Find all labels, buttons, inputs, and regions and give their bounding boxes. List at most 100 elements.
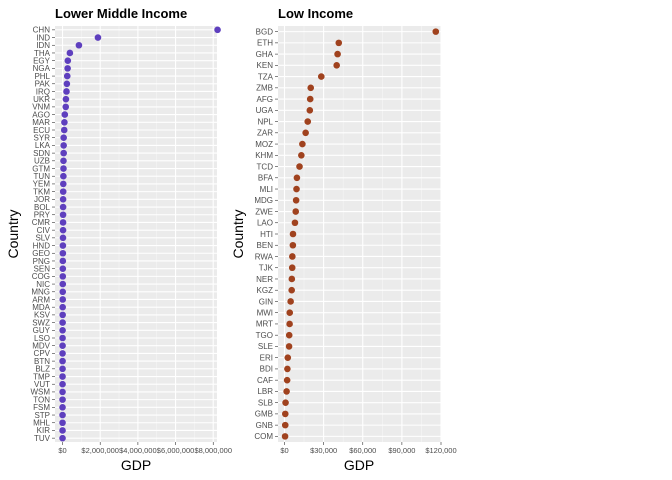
data-point-sen (59, 265, 67, 272)
data-point-tha (66, 49, 74, 57)
y-tick-label-bgd: BGD (256, 27, 274, 36)
data-point-tkm (59, 188, 67, 195)
data-point-nga (64, 65, 71, 72)
data-point-slv (59, 234, 67, 242)
y-tick-label-tjk: TJK (259, 264, 274, 273)
data-point-mdv (59, 342, 66, 350)
data-point-caf (283, 376, 291, 384)
data-point-gnb (281, 421, 289, 429)
data-point-bgd (432, 28, 440, 35)
y-tick-label-ecu: ECU (33, 126, 50, 135)
data-point-lso (59, 334, 66, 342)
data-point-syr (60, 134, 67, 142)
y-tick-label-ukr: UKR (33, 95, 50, 104)
data-point-wsm (59, 388, 66, 396)
y-tick-label-lka: LKA (35, 141, 51, 150)
data-point-blz (59, 365, 66, 373)
chart-title: Lower Middle Income (55, 6, 187, 21)
data-point-bfa (293, 174, 301, 182)
y-tick-label-wsm: WSM (30, 388, 50, 397)
y-tick-label-caf: CAF (257, 376, 273, 385)
data-point-bdi (284, 365, 291, 373)
y-tick-label-lao: LAO (257, 219, 273, 228)
x-tick-label: $90,000 (388, 446, 415, 455)
y-tick-label-blz: BLZ (35, 365, 50, 374)
y-tick-label-tuv: TUV (34, 434, 51, 443)
y-tick-label-ton: TON (33, 395, 50, 404)
y-tick-label-hti: HTI (260, 230, 273, 239)
y-tick-label-lbr: LBR (257, 387, 273, 396)
data-point-hti (289, 230, 297, 238)
y-tick-label-npl: NPL (257, 117, 273, 126)
data-point-vnm (62, 103, 70, 111)
y-tick-label-tmp: TMP (33, 372, 50, 381)
y-tick-label-eri: ERI (260, 353, 273, 362)
data-point-com (281, 433, 289, 440)
data-point-geo (59, 249, 67, 257)
y-tick-label-ind: IND (36, 33, 50, 42)
data-point-ton (59, 396, 66, 403)
x-tick-label: $30,000 (310, 446, 337, 455)
y-tick-label-ben: BEN (257, 241, 274, 250)
data-point-ner (288, 275, 296, 283)
y-tick-label-nic: NIC (36, 280, 50, 289)
data-point-gmb (281, 410, 289, 418)
y-tick-label-phl: PHL (34, 72, 50, 81)
x-tick-label: $60,000 (349, 446, 376, 455)
y-tick-label-ksv: KSV (34, 311, 51, 320)
data-point-bol (59, 203, 67, 211)
y-tick-label-geo: GEO (32, 249, 50, 258)
data-point-khm (298, 151, 305, 159)
y-tick-label-arm: ARM (32, 295, 50, 304)
y-tick-label-yem: YEM (33, 180, 51, 189)
y-tick-label-ago: AGO (32, 110, 50, 119)
y-tick-label-zar: ZAR (257, 129, 273, 138)
y-tick-label-uga: UGA (256, 106, 274, 115)
y-tick-label-fsm: FSM (33, 403, 50, 412)
data-point-mng (59, 288, 67, 296)
y-tick-label-mrt: MRT (256, 320, 273, 329)
data-point-ecu (60, 126, 68, 134)
y-tick-label-idn: IDN (36, 41, 50, 50)
y-tick-label-syr: SYR (34, 134, 51, 143)
y-tick-label-sdn: SDN (33, 149, 50, 158)
y-tick-label-kgz: KGZ (257, 286, 274, 295)
data-point-sle (285, 343, 293, 350)
x-tick-label: $0 (280, 446, 288, 455)
y-tick-label-btn: BTN (34, 357, 50, 366)
data-point-kir (59, 427, 66, 434)
data-point-tcd (296, 163, 303, 170)
data-point-stp (59, 411, 66, 419)
y-tick-label-hnd: HND (33, 241, 51, 250)
y-tick-label-pry: PRY (34, 211, 51, 220)
y-tick-label-bdi: BDI (260, 365, 273, 374)
y-tick-label-cpv: CPV (34, 349, 51, 358)
data-point-cmr (59, 219, 67, 226)
y-tick-label-tun: TUN (34, 172, 51, 181)
y-tick-label-tcd: TCD (257, 162, 274, 171)
y-tick-label-guy: GUY (33, 326, 51, 335)
data-point-uga (306, 107, 314, 114)
data-point-phl (63, 72, 71, 80)
y-tick-label-gtm: GTM (32, 164, 50, 173)
data-point-mda (59, 303, 66, 311)
y-tick-label-egy: EGY (33, 56, 51, 65)
data-point-ksv (59, 311, 66, 319)
y-axis-title: Country (5, 209, 21, 258)
data-point-fsm (59, 404, 66, 411)
data-point-lka (60, 142, 67, 149)
y-tick-label-png: PNG (33, 257, 50, 266)
data-point-swz (59, 319, 66, 326)
y-tick-label-ner: NER (256, 275, 273, 284)
y-tick-label-gha: GHA (256, 50, 274, 59)
y-tick-label-civ: CIV (37, 226, 51, 235)
data-point-tuv (59, 434, 66, 442)
data-point-tgo (285, 331, 293, 339)
data-point-btn (59, 357, 66, 365)
y-tick-label-mwi: MWI (257, 309, 273, 318)
data-point-zmb (307, 84, 315, 92)
data-point-ben (289, 241, 297, 249)
data-point-kgz (288, 286, 295, 294)
x-tick-label: $8,000,000 (194, 446, 232, 455)
data-point-chn (214, 26, 221, 34)
